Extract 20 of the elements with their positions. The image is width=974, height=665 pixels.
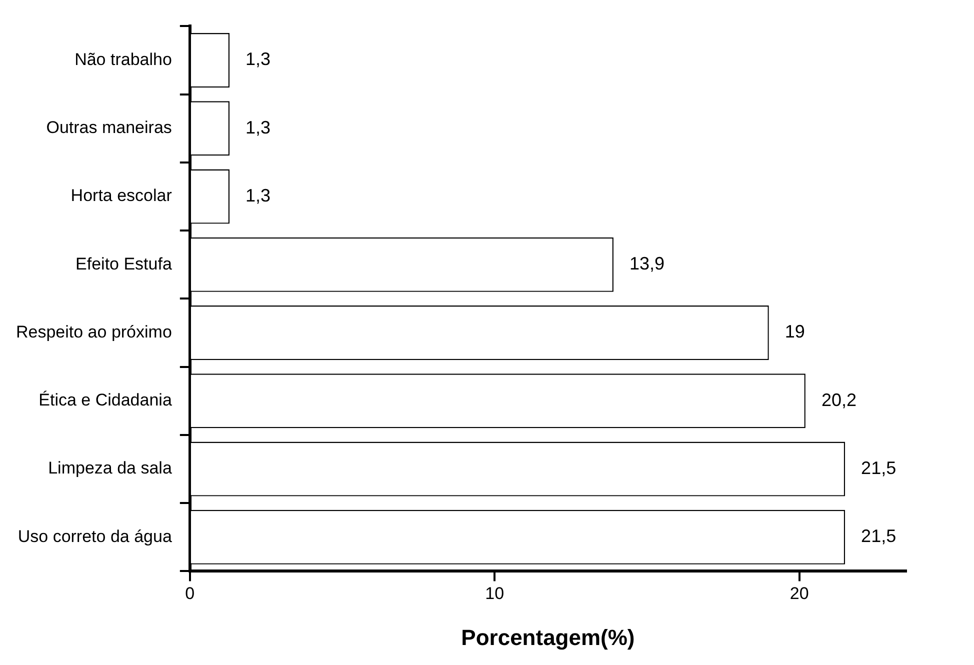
data-label: 1,3 — [246, 49, 271, 70]
y-tick-label: Outras maneiras — [46, 118, 172, 138]
y-tick-label: Ética e Cidadania — [38, 390, 172, 410]
data-label: 19 — [784, 322, 805, 342]
y-tick-label: Uso correto da água — [18, 526, 172, 546]
y-tick-label: Efeito Estufa — [76, 254, 172, 274]
x-tick-label: 20 — [790, 584, 809, 604]
x-axis-title: Porcentagem(%) — [461, 624, 635, 650]
x-tick-label: 10 — [485, 584, 504, 604]
data-label: 20,2 — [821, 390, 856, 410]
y-tick-label: Limpeza da sala — [48, 458, 172, 478]
data-label: 21,5 — [861, 458, 896, 478]
data-label: 13,9 — [629, 254, 665, 274]
y-tick-label: Horta escolar — [70, 186, 172, 206]
data-label: 1,3 — [246, 117, 271, 138]
data-label: 21,5 — [861, 526, 896, 546]
y-tick-label: Não trabalho — [74, 50, 172, 69]
y-tick-label: Respeito ao próximo — [16, 322, 172, 342]
data-label: 1,3 — [246, 185, 271, 206]
x-tick-label: 0 — [185, 584, 195, 604]
